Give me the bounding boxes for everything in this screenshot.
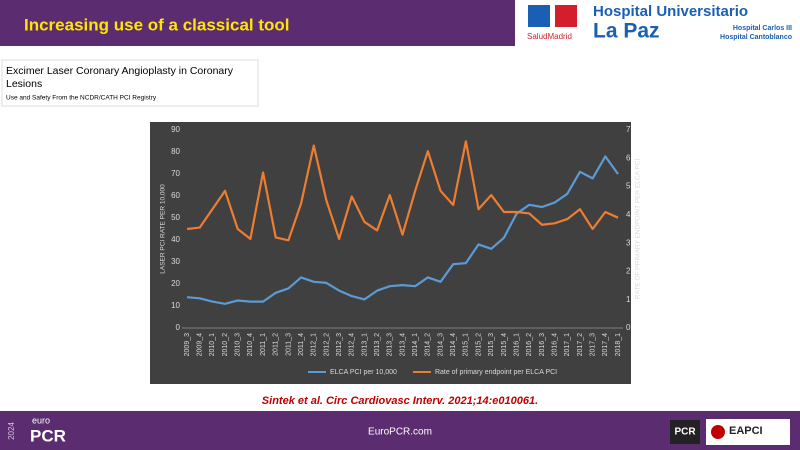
eapci-icon	[711, 425, 725, 439]
footer-year: 2024	[7, 422, 16, 440]
y-tick-label: 30	[171, 257, 180, 266]
legend-label: Rate of primary endpoint per ELCA PCI	[435, 369, 557, 376]
y-tick-label: 20	[171, 279, 180, 288]
slide-title: Increasing use of a classical tool	[24, 15, 290, 34]
x-tick-label: 2010_2	[222, 333, 229, 356]
legend-label: ELCA PCI per 10,000	[330, 369, 397, 376]
footer-euro: euro	[32, 415, 50, 425]
footer-site: EuroPCR.com	[368, 427, 432, 438]
logo-icon	[555, 5, 577, 27]
chart: 0 10 20 30 40 50 60 70 80 90 0 1 2 3 4 5 6 7 LASER PCI RAT…	[160, 125, 642, 376]
citation: Sintek et al. Circ Cardiovasc Interv. 20…	[262, 395, 538, 407]
x-tick-label: 2011_3	[285, 333, 292, 356]
y2-tick-label: 1	[626, 295, 631, 304]
x-tick-label: 2017_2	[577, 333, 584, 356]
x-tick-label: 2013_4	[399, 333, 406, 356]
x-tick-label: 2015_1	[463, 333, 470, 356]
series-line	[186, 140, 619, 242]
y2-tick-label: 7	[626, 125, 631, 134]
series-line	[186, 155, 619, 305]
footer-bar	[0, 411, 800, 450]
paper-subtitle: Use and Safety From the NCDR/CATH PCI Re…	[6, 95, 157, 102]
x-tick-label: 2012_1	[311, 333, 318, 356]
x-tick-label: 2014_1	[412, 333, 419, 356]
x-tick-label: 2013_2	[374, 333, 381, 356]
x-tick-label: 2009_3	[184, 333, 191, 356]
y-tick-label: 10	[171, 301, 180, 310]
y2-tick-label: 5	[626, 182, 631, 191]
x-tick-label: 2013_1	[361, 333, 368, 356]
x-tick-label: 2015_4	[501, 333, 508, 356]
x-tick-label: 2011_1	[260, 333, 267, 356]
paper-box	[1, 59, 259, 107]
y-tick-label: 50	[171, 213, 180, 222]
y2-tick-label: 4	[626, 210, 631, 219]
x-tick-label: 2017_1	[564, 333, 571, 356]
x-tick-label: 2014_3	[437, 333, 444, 356]
x-tick-label: 2012_3	[336, 333, 343, 356]
y-tick-label: 40	[171, 235, 180, 244]
footer-pcr: PCR	[30, 426, 66, 445]
logo-brand: SaludMadrid	[527, 32, 572, 41]
y-tick-label: 70	[171, 169, 180, 178]
y-tick-label: 0	[176, 323, 181, 332]
y2-tick-label: 2	[626, 267, 631, 276]
pcr-logo	[670, 420, 700, 444]
x-tick-label: 2016_2	[526, 333, 533, 356]
x-tick-label: 2017_4	[602, 333, 609, 356]
y2-tick-label: 3	[626, 238, 631, 247]
logo-name: La Paz	[593, 20, 660, 43]
x-tick-label: 2010_3	[235, 333, 242, 356]
x-tick-label: 2017_3	[589, 333, 596, 356]
y2-axis-title: RATE OF PRIMARY ENDPOINT PER ELCA PCI	[635, 159, 642, 300]
y-tick-label: 90	[171, 125, 180, 134]
x-tick-label: 2012_4	[349, 333, 356, 356]
x-tick-label: 2013_3	[387, 333, 394, 356]
x-tick-label: 2015_3	[488, 333, 495, 356]
x-tick-label: 2014_2	[425, 333, 432, 356]
y-tick-label: 80	[171, 147, 180, 156]
x-tick-label: 2016_1	[513, 333, 520, 356]
y-axis-title: LASER PCI RATE PER 10,000	[160, 184, 167, 274]
x-tick-label: 2018_1	[615, 333, 622, 356]
pcr-logo-text: PCR	[674, 427, 696, 438]
x-tick-label: 2014_4	[450, 333, 457, 356]
paper-title: Excimer Laser Coronary Angioplasty in Co…	[6, 65, 234, 77]
x-tick-label: 2016_3	[539, 333, 546, 356]
x-tick-label: 2009_4	[197, 333, 204, 356]
x-tick-label: 2010_4	[247, 333, 254, 356]
x-tick-label: 2011_2	[273, 333, 280, 356]
x-tick-label: 2010_1	[209, 333, 216, 356]
y2-tick-label: 6	[626, 153, 631, 162]
eapci-text: EAPCI	[729, 425, 763, 437]
x-tick-label: 2015_2	[475, 333, 482, 356]
y2-tick-label: 0	[626, 323, 631, 332]
paper-title: Lesions	[6, 78, 42, 90]
x-tick-label: 2012_2	[323, 333, 330, 356]
logo-icon	[528, 5, 550, 27]
x-tick-label: 2016_4	[551, 333, 558, 356]
x-tick-label: 2011_4	[298, 333, 305, 356]
y-tick-label: 60	[171, 191, 180, 200]
logo-sub: Hospital Carlos III	[733, 25, 792, 32]
chart-background	[150, 122, 631, 384]
logo-sub: Hospital Cantoblanco	[720, 34, 792, 41]
logo-name: Hospital Universitario	[593, 3, 748, 20]
